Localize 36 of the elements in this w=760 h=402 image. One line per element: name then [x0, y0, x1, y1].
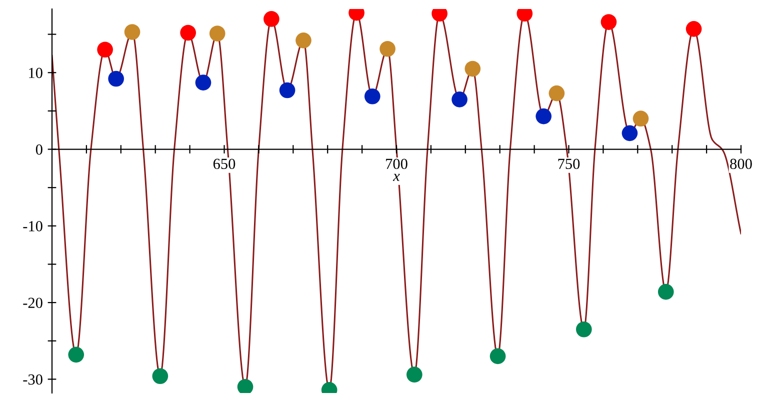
point: [364, 88, 380, 104]
x-tick-label: 750: [558, 158, 580, 170]
point: [490, 348, 506, 364]
point: [108, 70, 124, 87]
y-tick-label: 10: [29, 68, 42, 78]
point: [632, 110, 649, 127]
x-axis-title: x: [392, 174, 400, 181]
point: [576, 321, 592, 338]
point: [180, 24, 196, 41]
point: [68, 346, 84, 363]
x-tick-label: 800: [730, 158, 752, 170]
y-tick-label: -30: [23, 374, 42, 385]
x-tick-label: 650: [213, 158, 236, 170]
point: [380, 40, 396, 57]
point: [548, 85, 565, 102]
point: [97, 42, 113, 58]
point: [622, 125, 638, 142]
point: [536, 108, 552, 124]
point: [464, 60, 481, 77]
point: [124, 24, 140, 40]
point: [452, 92, 468, 108]
point: [600, 14, 617, 30]
point: [209, 26, 226, 42]
point: [195, 74, 212, 90]
point: [152, 368, 168, 384]
point: [406, 366, 422, 383]
point: [686, 21, 702, 37]
y-tick-label: 0: [36, 144, 42, 155]
point: [264, 11, 280, 27]
point: [296, 32, 312, 48]
y-tick-label: -10: [23, 221, 42, 232]
x-tick-label: 700: [386, 158, 408, 170]
point: [279, 82, 296, 98]
y-tick-label: -20: [23, 298, 42, 308]
point: [658, 284, 674, 300]
point: [237, 378, 254, 393]
